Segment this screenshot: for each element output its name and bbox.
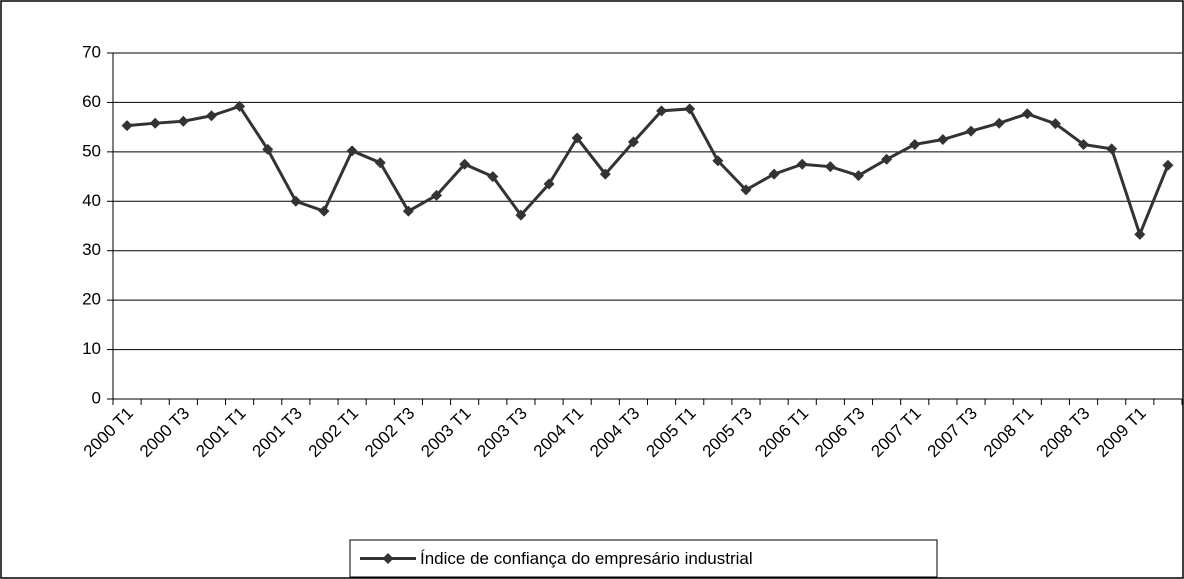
marker <box>205 110 217 122</box>
marker <box>937 134 949 145</box>
series-line <box>126 104 1170 239</box>
marker <box>1049 118 1061 130</box>
marker <box>712 155 724 167</box>
marker <box>881 153 893 165</box>
marker <box>1134 228 1146 240</box>
legend-marker <box>382 553 394 564</box>
marker <box>543 178 555 190</box>
marker <box>852 170 864 182</box>
marker <box>487 171 499 183</box>
marker <box>599 168 611 180</box>
marker <box>402 205 414 217</box>
marker <box>318 205 330 217</box>
y-tick-label: 20 <box>82 290 101 309</box>
marker <box>431 189 443 201</box>
marker <box>262 143 274 155</box>
marker <box>796 158 808 170</box>
y-tick-label: 10 <box>82 339 101 358</box>
marker <box>515 209 527 221</box>
marker <box>346 145 358 157</box>
legend-box <box>349 539 938 578</box>
marker <box>571 132 583 144</box>
y-tick-label: 30 <box>82 240 101 259</box>
marker <box>1106 143 1118 155</box>
marker <box>965 125 977 137</box>
marker <box>909 138 921 150</box>
y-tick-label: 60 <box>82 92 101 111</box>
marker <box>656 105 668 117</box>
marker <box>177 115 189 127</box>
marker <box>1078 138 1090 150</box>
marker <box>374 157 386 169</box>
y-tick-label: 0 <box>92 388 101 407</box>
marker <box>824 161 836 173</box>
marker <box>993 117 1005 129</box>
marker <box>627 136 639 148</box>
marker <box>149 117 161 129</box>
marker <box>459 158 471 170</box>
marker <box>290 195 302 207</box>
y-tick-label: 40 <box>82 191 101 210</box>
marker <box>684 103 696 115</box>
legend-label: Índice de confiança do empresário indust… <box>420 549 753 568</box>
marker <box>1162 159 1174 171</box>
y-tick-label: 50 <box>82 141 101 160</box>
marker <box>768 168 780 180</box>
marker <box>121 120 133 132</box>
y-tick-label: 70 <box>82 42 101 61</box>
marker <box>1021 108 1033 120</box>
marker <box>234 100 246 112</box>
marker <box>740 184 752 196</box>
